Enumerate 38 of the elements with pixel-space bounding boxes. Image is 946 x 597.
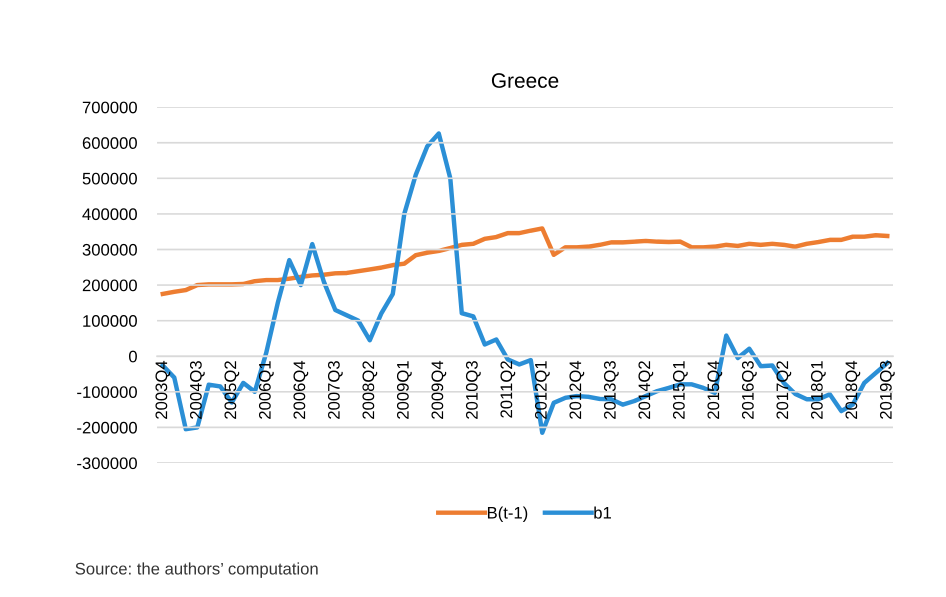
x-tick-label: 2018Q1 — [810, 361, 826, 419]
x-tick-label: 2014Q2 — [638, 361, 654, 419]
legend-label: B(t-1) — [488, 506, 528, 522]
x-tick-label: 2017Q2 — [776, 361, 792, 419]
y-tick-label: 700000 — [82, 102, 137, 114]
x-tick-label: 2019Q3 — [880, 361, 895, 419]
x-tick-label: 2007Q3 — [328, 361, 343, 419]
x-tick-label: 2012Q4 — [569, 360, 584, 419]
y-tick-label: 500000 — [82, 172, 137, 185]
y-tick-label: 400000 — [82, 208, 137, 220]
x-tick-label: 2011Q2 — [500, 361, 516, 418]
x-tick-label: 2009Q4 — [431, 360, 446, 419]
x-tick-label: 2013Q3 — [604, 361, 619, 419]
x-tick-label: 2005Q2 — [224, 361, 240, 419]
y-tick-label: 200000 — [82, 279, 137, 292]
source-note: Source: the authors’ computation — [75, 562, 318, 578]
x-tick-label: 2015Q1 — [672, 361, 688, 419]
x-tick-label: 2006Q1 — [258, 361, 274, 419]
y-tick-label: -100000 — [77, 386, 137, 398]
x-tick-label: 2018Q4 — [845, 360, 860, 419]
y-tick-label: -200000 — [77, 422, 137, 434]
line-series — [160, 226, 890, 296]
x-tick-label: 2016Q3 — [742, 361, 757, 419]
chart-title: Greece — [492, 73, 558, 88]
x-tick-label: 2008Q2 — [362, 361, 378, 419]
y-tick-label: 300000 — [82, 244, 137, 256]
y-tick-label: 0 — [128, 350, 137, 362]
x-tick-label: 2009Q1 — [396, 361, 412, 419]
y-tick-label: 600000 — [82, 137, 137, 149]
x-tick-label: 2012Q1 — [534, 361, 550, 419]
y-tick-label: 100000 — [83, 315, 137, 327]
x-tick-label: 2004Q3 — [190, 361, 205, 419]
x-tick-label: 2006Q4 — [293, 360, 308, 419]
legend-label: b1 — [594, 506, 611, 519]
x-tick-label: 2015Q4 — [707, 360, 722, 419]
y-tick-label: -300000 — [77, 457, 137, 470]
x-tick-label: 2010Q3 — [466, 361, 481, 419]
x-tick-label: 2003Q4 — [155, 360, 170, 419]
